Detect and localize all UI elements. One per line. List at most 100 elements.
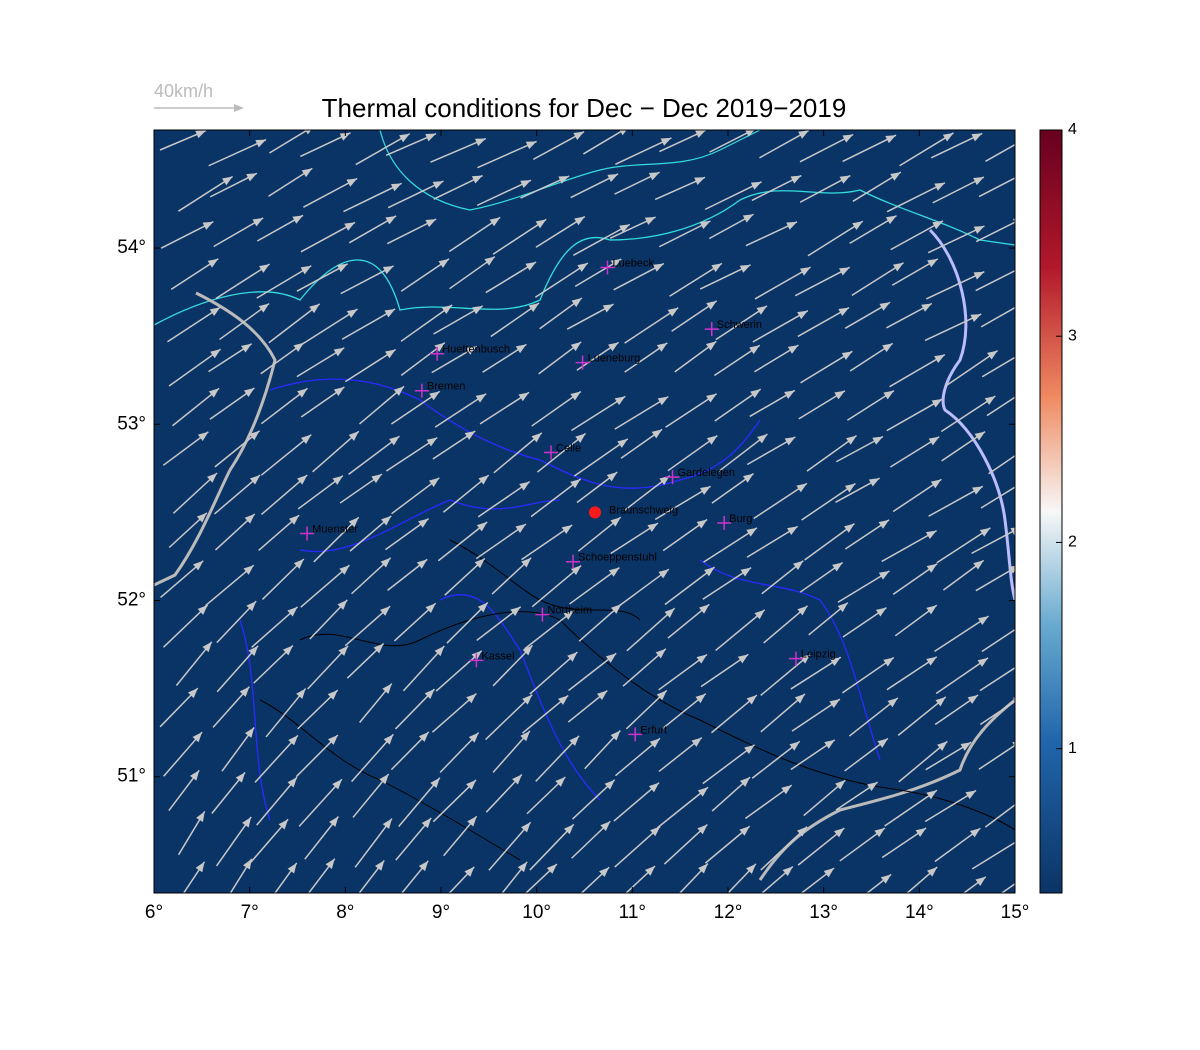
wind-arrow-head [1014,173,1015,175]
wind-arrow-head [696,519,708,529]
wind-arrow-head [259,264,270,273]
wind-arrow-head [249,430,260,441]
wind-arrow-head [418,860,429,872]
wind-arrow-head [418,518,429,528]
wind-arrow-head [973,225,985,234]
x-tick-label: 12° [714,902,743,923]
wind-arrow-head [844,523,855,533]
wind-arrow [614,825,661,868]
wind-arrow-head [885,215,897,225]
place-marker [469,653,484,668]
wind-arrow [303,177,358,208]
wind-arrow-head [610,730,621,741]
wind-arrow-head [1027,132,1038,140]
wind-arrow-head [925,530,937,540]
wind-arrow [624,307,679,344]
y-tick-label: 53° [117,413,146,434]
wind-arrow-head [520,731,530,742]
wind-arrow-head [195,861,205,873]
wind-arrow [924,313,982,342]
x-tick-label: 11° [619,902,646,923]
wind-arrow [256,265,312,299]
wind-arrow [298,778,343,827]
wind-arrow [760,826,808,871]
wind-arrow-head [832,562,843,572]
wind-arrow-head [739,777,751,787]
place-label: Burg [729,513,752,525]
wind-arrow-head [882,343,893,353]
wind-arrow [865,873,892,893]
wind-arrow-head [926,563,938,573]
wind-arrow [521,524,573,561]
place-marker [665,470,680,485]
wind-arrow [986,396,1015,417]
wind-arrow-head [852,221,863,230]
wind-arrow-head [195,130,207,139]
title: Thermal conditions for Dec − Dec 2019−20… [322,93,847,123]
wind-arrow-head [1064,871,1074,880]
wind-arrow-head [699,221,711,230]
wind-arrow [448,866,475,893]
coastline [154,189,1015,326]
wind-arrow-head [202,221,214,230]
wind-arrow-head [242,816,252,828]
wind-arrow-head [608,567,620,577]
wind-arrow-head [246,173,257,182]
wind-arrow [437,521,488,562]
wind-arrow-head [339,565,350,575]
wind-arrow-head [332,779,342,790]
wind-arrow-head [617,438,628,448]
wind-arrow-head [887,697,898,708]
wind-arrow [616,568,670,609]
wind-arrow-head [1019,348,1030,357]
wind-arrow [985,143,1015,162]
wind-arrow [626,607,676,652]
wind-arrow [254,734,299,783]
wind-arrow-head [649,738,660,748]
wind-arrow-head [428,477,440,488]
wind-arrow-head [382,818,392,829]
wind-arrow [434,393,487,428]
place-marker [430,346,445,361]
wind-legend-label: 40km/h [154,81,213,101]
wind-arrow-head [337,599,348,610]
wind-arrow [488,821,532,871]
wind-arrow-head [385,215,397,225]
place-marker [575,355,590,370]
wind-arrow-head [610,517,621,527]
wind-arrow-head [704,567,715,577]
wind-arrow-head [373,643,384,654]
wind-arrow-head [380,557,391,568]
wind-arrow [302,308,358,345]
wind-arrow-head [476,522,488,532]
wind-arrow-head [196,512,207,523]
wind-arrow-head [838,307,850,317]
wind-arrow-head [399,133,410,143]
place-label: Lueneburg [588,353,641,365]
wind-arrow-head [744,744,755,755]
wind-arrow-head [706,393,717,403]
wind-arrow [752,310,809,343]
wind-arrow-head [249,475,261,485]
wind-arrow [216,645,259,693]
wind-arrow-head [927,867,938,877]
wind-arrow [261,474,308,516]
wind-arrow-head [255,139,267,148]
x-tick-label: 7° [241,902,259,923]
wind-arrow-head [846,435,857,445]
wind-arrow [614,395,669,430]
wind-arrow [300,564,350,608]
wind-arrow [753,482,808,520]
wind-arrow-head [327,690,338,700]
wind-arrow [718,433,768,472]
wind-arrow-head [1012,218,1015,223]
wind-arrow-head [737,654,749,664]
wind-arrow [806,435,857,472]
wind-arrow [402,645,445,692]
place-label: Erfurt [640,724,667,736]
wind-arrow [979,666,1015,692]
wind-arrow [493,432,543,474]
wind-arrow-head [746,863,756,874]
wind-arrow-head [525,141,537,150]
wind-arrow [886,182,946,213]
